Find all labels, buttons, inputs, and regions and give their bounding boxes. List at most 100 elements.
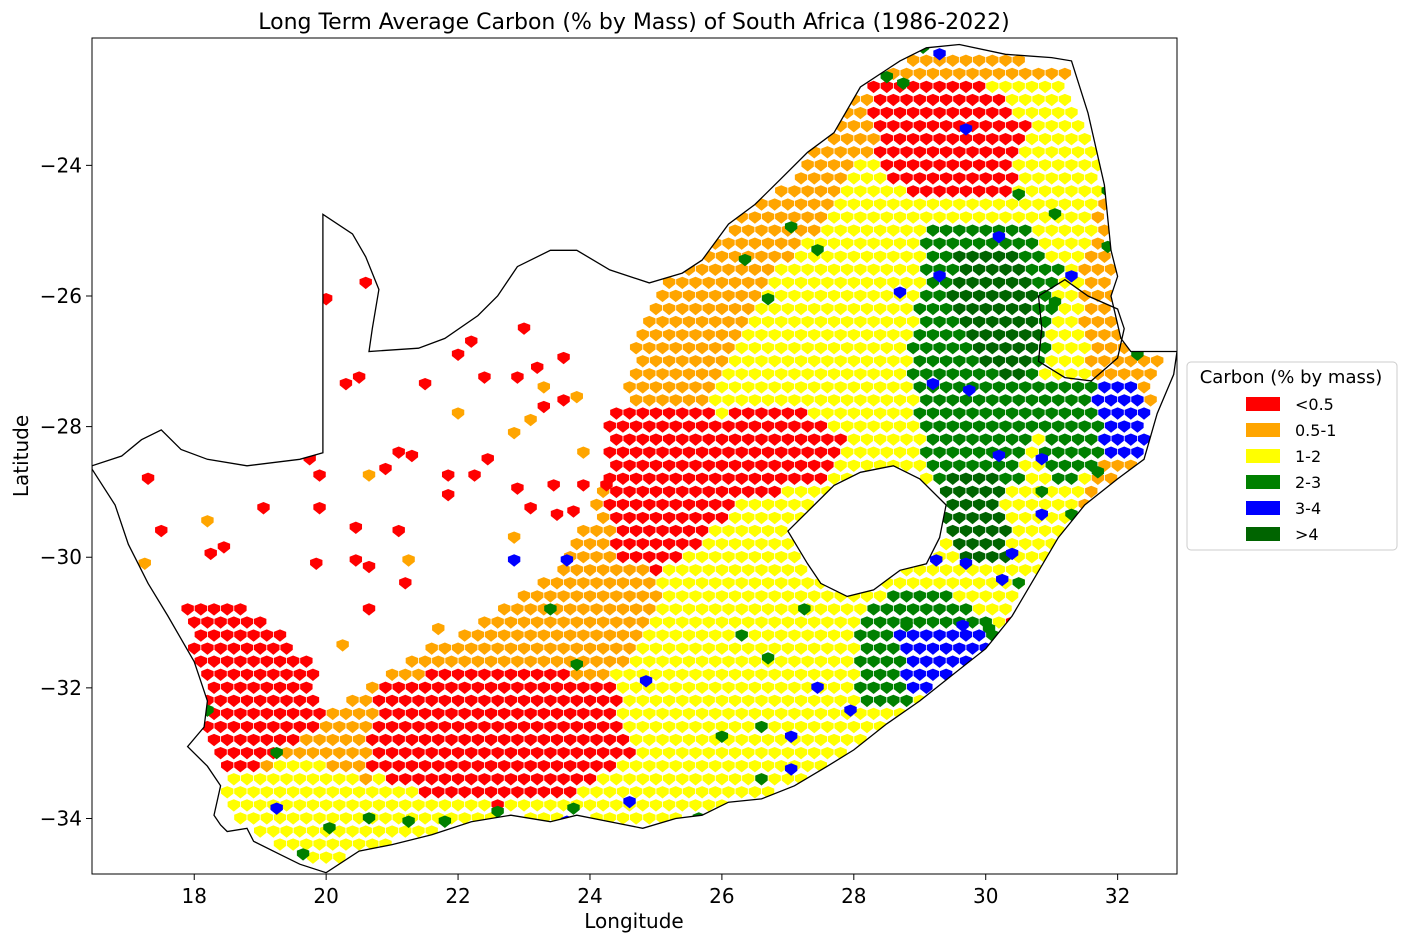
data-point <box>999 133 1012 146</box>
data-point <box>577 524 590 538</box>
data-point <box>926 668 940 681</box>
data-point <box>636 355 649 368</box>
data-point <box>280 825 293 838</box>
data-point <box>893 577 907 590</box>
data-point <box>887 590 900 603</box>
data-point <box>873 590 887 603</box>
data-point <box>531 668 544 681</box>
data-point <box>676 773 689 786</box>
data-point <box>801 185 814 198</box>
data-point <box>392 681 405 695</box>
data-point <box>260 760 273 773</box>
data-point <box>425 773 438 786</box>
data-point <box>906 420 920 433</box>
data-point <box>695 629 709 642</box>
data-point <box>616 629 630 642</box>
data-point <box>939 198 953 211</box>
data-point <box>293 694 306 708</box>
data-point <box>293 746 306 760</box>
data-point <box>491 694 504 708</box>
data-point <box>310 557 323 570</box>
data-point <box>814 263 828 277</box>
data-point <box>801 472 814 486</box>
data-point <box>1019 119 1032 133</box>
data-point <box>590 733 603 747</box>
data-point <box>728 746 742 760</box>
data-point <box>775 472 788 486</box>
data-point <box>1045 459 1058 472</box>
data-point <box>979 67 992 81</box>
data-point <box>926 459 940 472</box>
data-point <box>629 786 643 799</box>
data-point <box>761 681 775 695</box>
data-point <box>933 629 946 642</box>
data-point <box>788 368 801 381</box>
data-point <box>636 642 649 655</box>
data-point <box>649 720 663 734</box>
data-point <box>379 812 392 825</box>
data-point <box>563 760 577 773</box>
data-point <box>906 289 920 303</box>
data-point <box>722 263 735 277</box>
data-point <box>781 694 795 708</box>
data-point <box>676 328 689 342</box>
data-point <box>788 237 801 250</box>
data-point <box>1012 498 1025 512</box>
data-point <box>715 668 729 681</box>
data-point <box>939 459 953 472</box>
data-point <box>933 106 946 120</box>
y-tick-label: −32 <box>40 676 82 700</box>
data-point <box>600 479 613 492</box>
data-point <box>260 681 273 695</box>
data-point <box>603 786 616 799</box>
data-point <box>841 629 854 642</box>
data-point <box>253 746 267 760</box>
data-point <box>775 237 788 250</box>
data-point <box>880 211 893 224</box>
data-point <box>742 590 755 603</box>
x-tick-label: 30 <box>973 884 998 908</box>
data-point <box>930 554 943 567</box>
data-point <box>1098 328 1111 342</box>
data-point <box>385 799 399 812</box>
data-point <box>963 384 976 397</box>
data-point <box>811 681 824 695</box>
data-point <box>702 381 715 394</box>
data-point <box>946 106 959 120</box>
data-point <box>1091 466 1105 479</box>
data-point <box>953 276 966 290</box>
data-point <box>1085 433 1098 446</box>
data-point <box>702 459 715 472</box>
data-point <box>405 786 419 799</box>
data-point <box>847 407 861 420</box>
data-point <box>814 420 828 433</box>
data-point <box>366 707 379 721</box>
data-point <box>880 394 893 407</box>
data-point <box>709 760 722 773</box>
data-point <box>524 502 537 515</box>
data-point <box>1012 80 1025 94</box>
data-point <box>451 746 465 760</box>
data-point <box>999 315 1012 329</box>
data-point <box>926 407 940 420</box>
data-point <box>596 537 610 551</box>
data-point <box>1025 498 1039 512</box>
data-point <box>761 577 775 590</box>
data-point <box>676 459 689 472</box>
data-point <box>1071 250 1085 263</box>
data-point <box>738 253 752 267</box>
data-point <box>860 407 874 420</box>
data-point <box>709 263 722 277</box>
data-point <box>610 773 623 786</box>
data-point <box>1078 420 1091 433</box>
data-point <box>801 420 814 433</box>
data-point <box>412 746 425 760</box>
data-point <box>550 577 564 590</box>
data-point <box>544 720 557 734</box>
data-point <box>445 786 458 799</box>
data-point <box>979 93 992 107</box>
data-point <box>854 681 867 695</box>
data-point <box>986 551 999 564</box>
data-point <box>313 733 326 747</box>
